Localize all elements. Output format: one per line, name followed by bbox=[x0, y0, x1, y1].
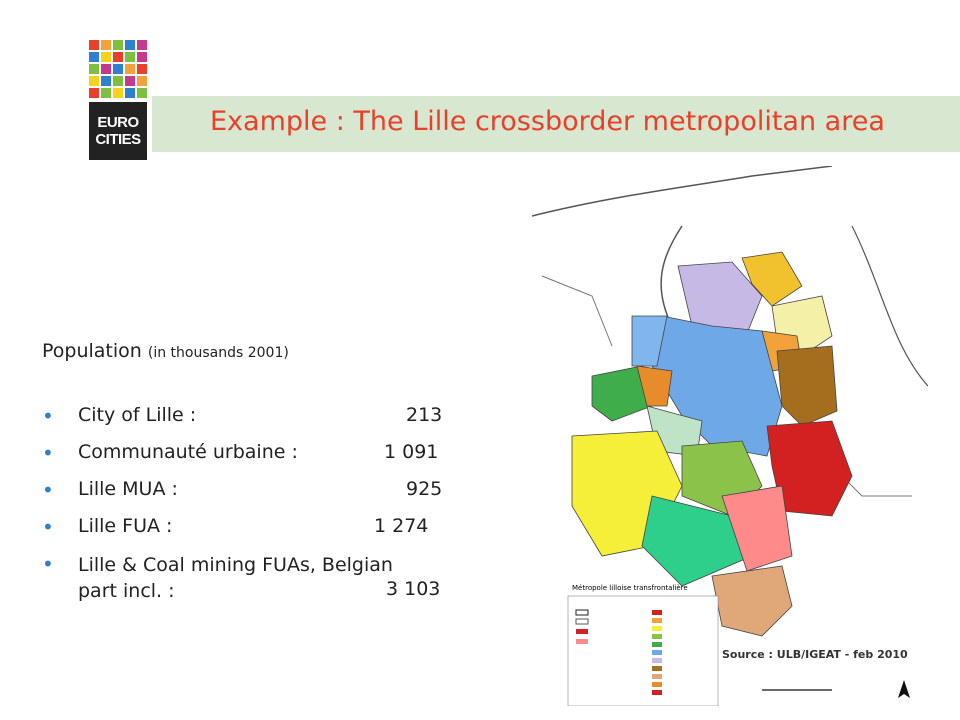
bullet-icon: • bbox=[42, 478, 54, 502]
logo-square bbox=[89, 76, 99, 86]
item-label: Lille FUA : bbox=[78, 515, 173, 537]
logo-square bbox=[101, 52, 111, 62]
source-note: Source : ULB/IGEAT - feb 2010 bbox=[720, 648, 910, 661]
logo-line-1: EURO bbox=[97, 114, 139, 131]
item-label-line-1: Lille & Coal mining FUAs, Belgian bbox=[78, 554, 393, 576]
logo-square bbox=[89, 40, 99, 50]
logo-square bbox=[125, 52, 135, 62]
item-value: 1 274 bbox=[374, 515, 429, 537]
title-bar: Example : The Lille crossborder metropol… bbox=[152, 96, 960, 152]
item-label: Communauté urbaine : bbox=[78, 441, 298, 463]
logo-square bbox=[89, 64, 99, 74]
population-heading: Population (in thousands 2001) bbox=[42, 340, 289, 362]
list-item: • City of Lille : 213 bbox=[42, 404, 442, 441]
slide-title: Example : The Lille crossborder metropol… bbox=[210, 106, 885, 137]
population-heading-main: Population bbox=[42, 340, 142, 362]
logo-square bbox=[137, 76, 147, 86]
logo-square bbox=[137, 64, 147, 74]
logo-square bbox=[137, 88, 147, 98]
logo-color-grid bbox=[89, 40, 147, 98]
logo-square bbox=[101, 88, 111, 98]
list-item: • Communauté urbaine : 1 091 bbox=[42, 441, 438, 478]
metropolitan-area-map: Métropole lilloise transfrontalière bbox=[532, 166, 928, 706]
bullet-icon: • bbox=[42, 441, 54, 465]
logo-square bbox=[89, 52, 99, 62]
list-item: • Lille FUA : 1 274 bbox=[42, 515, 428, 552]
population-list: • City of Lille : 213 • Communauté urbai… bbox=[42, 404, 442, 606]
bullet-icon: • bbox=[42, 515, 54, 539]
item-label-line-2: part incl. : bbox=[78, 580, 175, 602]
list-item: • Lille & Coal mining FUAs, Belgian part… bbox=[42, 552, 440, 606]
item-value: 1 091 bbox=[384, 441, 439, 463]
eurocities-logo: EURO CITIES bbox=[89, 40, 147, 160]
logo-square bbox=[113, 76, 123, 86]
bullet-icon: • bbox=[42, 404, 54, 428]
map-legend: Métropole lilloise transfrontalière bbox=[567, 584, 719, 706]
logo-square bbox=[113, 52, 123, 62]
logo-square bbox=[101, 76, 111, 86]
logo-line-2: CITIES bbox=[95, 131, 141, 148]
item-label: Lille MUA : bbox=[78, 478, 178, 500]
logo-square bbox=[125, 76, 135, 86]
logo-square bbox=[137, 40, 147, 50]
bullet-icon: • bbox=[42, 552, 54, 576]
item-value: 3 103 bbox=[386, 578, 441, 600]
map-graphic: Métropole lilloise transfrontalière bbox=[532, 166, 928, 706]
map-legend-title: Métropole lilloise transfrontalière bbox=[572, 584, 688, 592]
logo-square bbox=[89, 88, 99, 98]
logo-square bbox=[113, 64, 123, 74]
list-item: • Lille MUA : 925 bbox=[42, 478, 442, 515]
item-value: 213 bbox=[406, 404, 443, 426]
item-label: City of Lille : bbox=[78, 404, 197, 426]
item-label: Lille & Coal mining FUAs, Belgian part i… bbox=[78, 552, 393, 604]
north-arrow-icon bbox=[898, 680, 910, 698]
item-value: 925 bbox=[406, 478, 443, 500]
logo-square bbox=[137, 52, 147, 62]
logo-square bbox=[101, 40, 111, 50]
logo-wordmark: EURO CITIES bbox=[89, 102, 147, 160]
logo-square bbox=[113, 40, 123, 50]
logo-square bbox=[101, 64, 111, 74]
logo-square bbox=[113, 88, 123, 98]
logo-square bbox=[125, 64, 135, 74]
logo-square bbox=[125, 40, 135, 50]
population-heading-sub: (in thousands 2001) bbox=[147, 345, 289, 361]
logo-square bbox=[125, 88, 135, 98]
